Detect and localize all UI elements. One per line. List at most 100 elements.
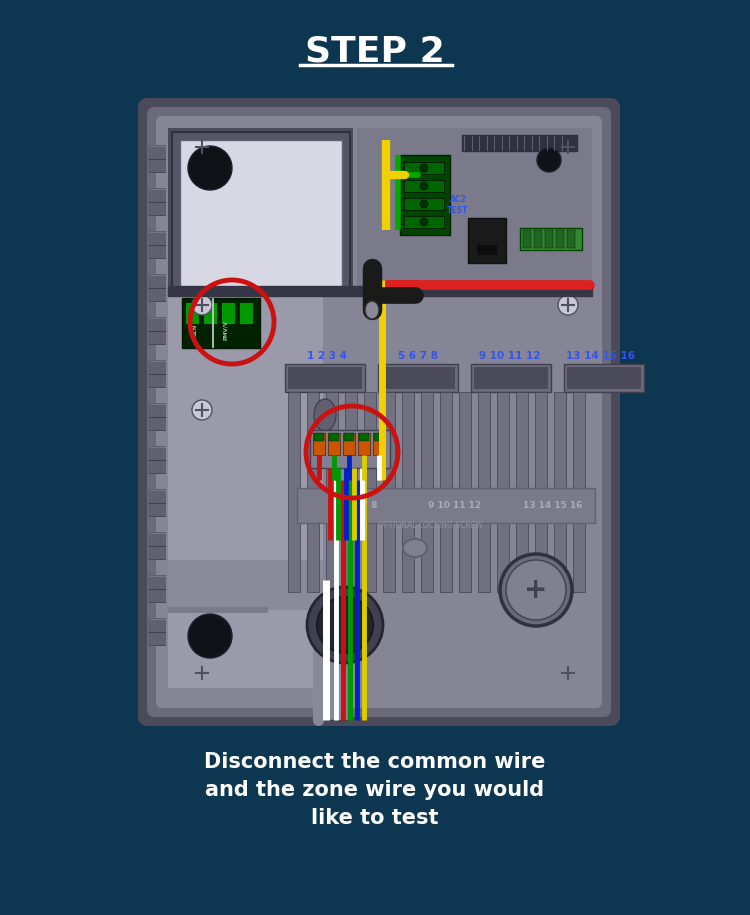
Text: 13 14 15 16: 13 14 15 16: [566, 351, 634, 361]
Bar: [180, 140, 342, 288]
Bar: [345, 392, 357, 592]
Text: 9 10 11 12: 9 10 11 12: [479, 351, 541, 361]
Bar: [329, 433, 339, 441]
Bar: [364, 392, 376, 592]
Circle shape: [500, 554, 572, 626]
Circle shape: [558, 663, 578, 683]
Bar: [297, 488, 595, 523]
Bar: [404, 216, 444, 228]
Bar: [468, 218, 506, 263]
Bar: [148, 145, 166, 173]
Bar: [358, 433, 370, 455]
Bar: [168, 128, 353, 296]
Bar: [148, 532, 166, 560]
Bar: [374, 433, 384, 441]
Bar: [285, 364, 365, 392]
Bar: [148, 403, 166, 431]
Bar: [534, 230, 542, 248]
Bar: [326, 392, 338, 592]
Text: AC2
TEST: AC2 TEST: [447, 195, 469, 215]
Bar: [478, 392, 490, 592]
Text: Disconnect the common wire
and the zone wire you would
like to test: Disconnect the common wire and the zone …: [204, 752, 546, 828]
Bar: [471, 364, 551, 392]
Text: SEN: SEN: [193, 324, 197, 336]
Bar: [459, 392, 471, 592]
Bar: [168, 296, 592, 688]
Bar: [148, 575, 166, 603]
Circle shape: [192, 400, 212, 420]
Bar: [359, 433, 369, 441]
Bar: [545, 230, 553, 248]
Bar: [328, 640, 348, 720]
Bar: [148, 317, 166, 345]
Bar: [381, 367, 455, 389]
Bar: [462, 135, 577, 151]
Bar: [221, 302, 235, 324]
Circle shape: [420, 182, 428, 190]
Bar: [564, 364, 644, 392]
Circle shape: [558, 137, 578, 157]
Bar: [148, 360, 166, 388]
Ellipse shape: [314, 399, 336, 431]
Text: STEP 2: STEP 2: [305, 35, 445, 69]
Text: 9 10 11 12: 9 10 11 12: [428, 501, 482, 510]
Bar: [440, 392, 452, 592]
Bar: [344, 433, 354, 441]
Circle shape: [317, 597, 373, 653]
Text: 13 14 15 16: 13 14 15 16: [524, 501, 583, 510]
Bar: [404, 198, 444, 210]
Ellipse shape: [403, 539, 427, 557]
Text: +: +: [524, 576, 548, 604]
Bar: [172, 132, 350, 294]
Bar: [148, 231, 166, 259]
Ellipse shape: [365, 301, 379, 319]
Bar: [383, 392, 395, 592]
Bar: [343, 433, 355, 455]
Bar: [168, 607, 268, 613]
Bar: [239, 302, 253, 324]
Bar: [400, 155, 450, 235]
Bar: [185, 302, 199, 324]
Bar: [288, 392, 300, 592]
Bar: [378, 364, 458, 392]
Bar: [477, 245, 497, 255]
Bar: [203, 302, 217, 324]
Text: 1 2 3 4: 1 2 3 4: [307, 351, 347, 361]
Circle shape: [506, 560, 566, 620]
Bar: [313, 433, 325, 455]
Bar: [535, 392, 547, 592]
Bar: [373, 433, 385, 455]
Text: PMV/V: PMV/V: [223, 320, 227, 340]
FancyBboxPatch shape: [138, 98, 620, 726]
Bar: [404, 180, 444, 192]
Circle shape: [558, 295, 578, 315]
Bar: [328, 433, 340, 455]
Text: 5 6 7 8: 5 6 7 8: [343, 501, 377, 510]
Bar: [168, 296, 323, 688]
Circle shape: [192, 295, 212, 315]
Circle shape: [192, 663, 212, 683]
FancyBboxPatch shape: [147, 107, 611, 717]
Bar: [148, 446, 166, 474]
Bar: [314, 433, 324, 441]
Bar: [567, 367, 641, 389]
FancyBboxPatch shape: [156, 116, 602, 708]
Bar: [148, 489, 166, 517]
Bar: [497, 392, 509, 592]
Bar: [168, 560, 323, 610]
Circle shape: [188, 146, 232, 190]
Bar: [182, 298, 260, 348]
Bar: [404, 162, 444, 174]
Text: 5 6 7 8: 5 6 7 8: [398, 351, 438, 361]
Bar: [554, 392, 566, 592]
Circle shape: [420, 218, 428, 226]
Bar: [556, 230, 564, 248]
Bar: [573, 392, 585, 592]
Bar: [567, 230, 575, 248]
Bar: [148, 188, 166, 216]
Circle shape: [420, 164, 428, 172]
Bar: [310, 430, 390, 468]
Bar: [474, 367, 548, 389]
Bar: [357, 128, 592, 286]
Bar: [148, 618, 166, 646]
